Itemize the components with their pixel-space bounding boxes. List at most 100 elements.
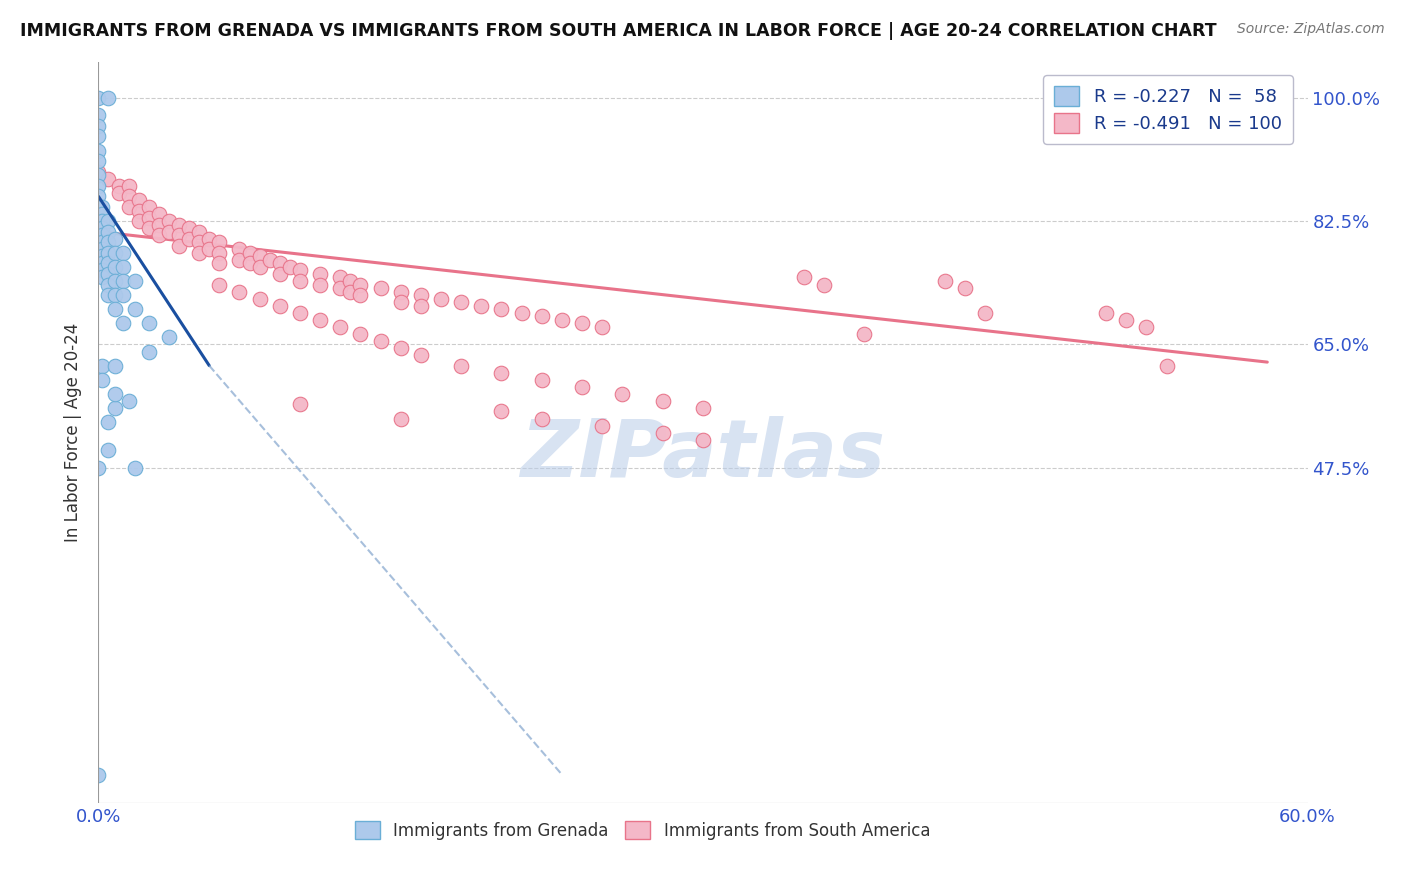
Point — [87, 178, 110, 193]
Point — [87, 144, 110, 158]
Point — [91, 373, 114, 387]
Point — [91, 359, 114, 373]
Point — [269, 299, 291, 313]
Point — [813, 277, 835, 292]
Point — [97, 267, 120, 281]
Point — [571, 316, 593, 330]
Point — [118, 189, 141, 203]
Point — [551, 313, 574, 327]
Point — [97, 235, 120, 250]
Point — [97, 171, 120, 186]
Point — [288, 397, 311, 411]
Point — [409, 348, 432, 362]
Point — [111, 274, 134, 288]
Point — [510, 306, 533, 320]
Point — [87, 154, 110, 169]
Point — [249, 292, 271, 306]
Point — [111, 260, 134, 274]
Point — [148, 218, 170, 232]
Point — [91, 207, 114, 221]
Point — [87, 189, 110, 203]
Point — [87, 767, 110, 781]
Point — [1156, 359, 1178, 373]
Point — [157, 225, 180, 239]
Point — [349, 326, 371, 341]
Point — [103, 245, 125, 260]
Point — [124, 461, 146, 475]
Point — [87, 91, 110, 105]
Point — [288, 263, 311, 277]
Point — [91, 214, 114, 228]
Point — [571, 380, 593, 394]
Legend: Immigrants from Grenada, Immigrants from South America: Immigrants from Grenada, Immigrants from… — [349, 814, 936, 847]
Point — [91, 235, 114, 250]
Point — [329, 319, 352, 334]
Point — [128, 203, 150, 218]
Point — [188, 235, 211, 250]
Point — [491, 302, 513, 317]
Point — [188, 225, 211, 239]
Point — [167, 228, 190, 243]
Point — [111, 245, 134, 260]
Point — [124, 274, 146, 288]
Point — [934, 274, 956, 288]
Point — [409, 299, 432, 313]
Point — [87, 119, 110, 133]
Point — [239, 245, 262, 260]
Text: Source: ZipAtlas.com: Source: ZipAtlas.com — [1237, 22, 1385, 37]
Point — [329, 281, 352, 295]
Point — [208, 256, 231, 270]
Point — [198, 232, 221, 246]
Point — [249, 249, 271, 263]
Point — [329, 270, 352, 285]
Point — [91, 270, 114, 285]
Point — [198, 242, 221, 256]
Point — [349, 277, 371, 292]
Point — [87, 108, 110, 122]
Point — [309, 313, 332, 327]
Point — [103, 302, 125, 317]
Point — [188, 245, 211, 260]
Point — [128, 193, 150, 207]
Point — [692, 401, 714, 415]
Point — [269, 256, 291, 270]
Point — [591, 319, 613, 334]
Point — [974, 306, 997, 320]
Point — [97, 443, 120, 458]
Point — [103, 387, 125, 401]
Point — [103, 359, 125, 373]
Point — [389, 285, 412, 299]
Point — [148, 207, 170, 221]
Point — [853, 326, 876, 341]
Point — [409, 288, 432, 302]
Point — [91, 221, 114, 235]
Text: ZIPatlas: ZIPatlas — [520, 416, 886, 494]
Point — [288, 306, 311, 320]
Point — [97, 214, 120, 228]
Point — [138, 316, 160, 330]
Point — [309, 267, 332, 281]
Point — [1095, 306, 1118, 320]
Point — [339, 274, 361, 288]
Point — [87, 461, 110, 475]
Point — [470, 299, 492, 313]
Point — [249, 260, 271, 274]
Point — [228, 285, 250, 299]
Point — [349, 288, 371, 302]
Point — [288, 274, 311, 288]
Point — [651, 425, 673, 440]
Point — [491, 404, 513, 418]
Point — [103, 232, 125, 246]
Point — [87, 207, 110, 221]
Point — [167, 218, 190, 232]
Point — [389, 341, 412, 355]
Point — [239, 256, 262, 270]
Point — [91, 256, 114, 270]
Point — [157, 214, 180, 228]
Point — [389, 411, 412, 425]
Point — [91, 249, 114, 263]
Point — [87, 200, 110, 214]
Point — [87, 165, 110, 179]
Point — [339, 285, 361, 299]
Point — [208, 245, 231, 260]
